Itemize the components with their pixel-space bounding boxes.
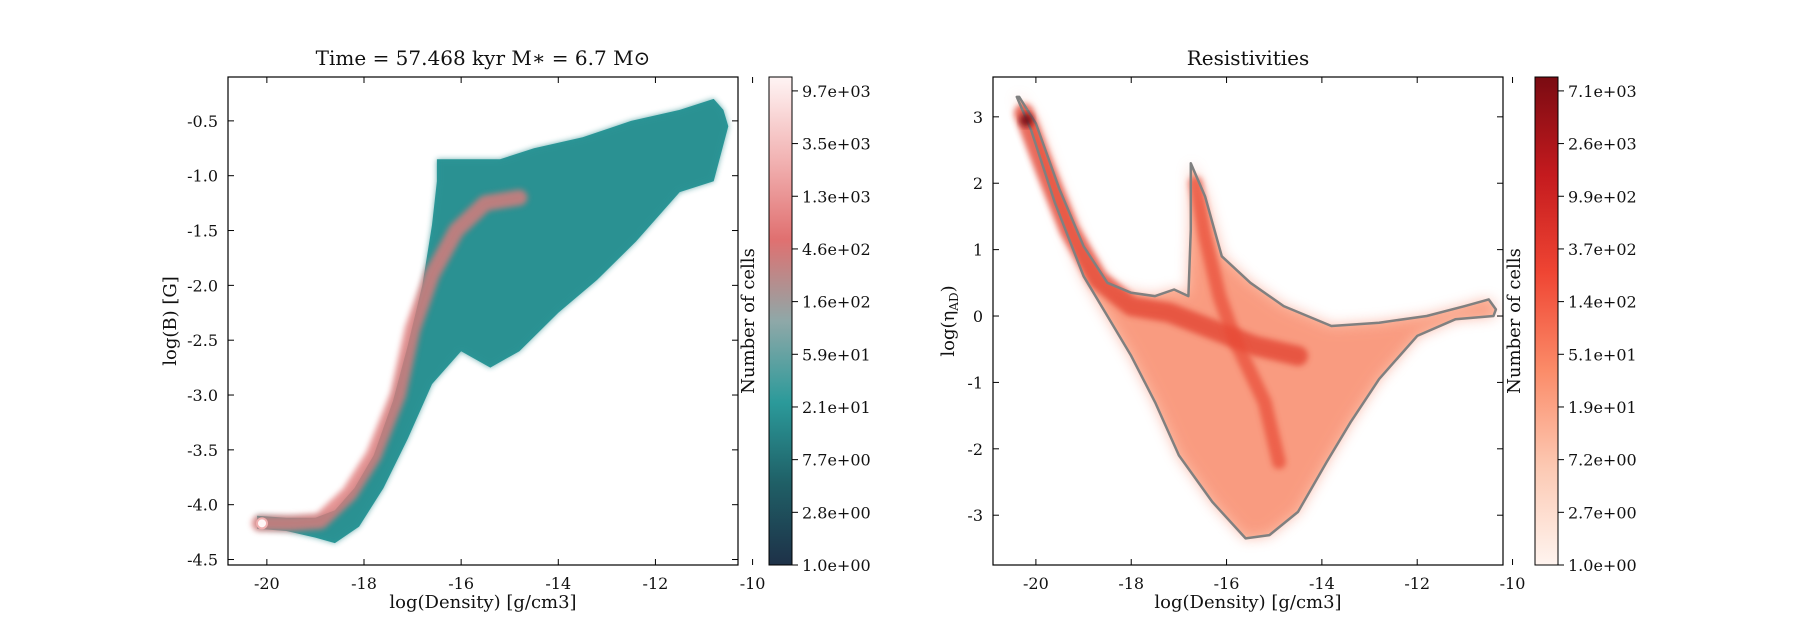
right-y-axis-label-main: log(η: [938, 311, 959, 357]
right-y-tick-label: -2: [967, 440, 983, 459]
left-y-tick-label: -2.0: [187, 276, 218, 295]
right-chart-title: Resistivities: [1187, 46, 1309, 70]
right-colorbar-tick-label: 9.9e+02: [1568, 187, 1637, 206]
right-colorbar-tick-label: 7.1e+03: [1568, 82, 1637, 101]
right-y-tick-label: 2: [973, 174, 983, 193]
right-axes-frame: [992, 76, 1504, 566]
left-peak-point: [256, 517, 268, 530]
right-y-tick-label: 3: [973, 108, 983, 127]
left-colorbar-tick-label: 1.3e+03: [802, 187, 871, 206]
right-colorbar: [1534, 76, 1559, 566]
left-colorbar-ticks: 1.0e+00 2.8e+00 7.7e+00 2.1e+01 5.9e+01 1.6e+…: [792, 82, 871, 575]
right-x-tick-label: -14: [1309, 574, 1335, 593]
right-y-tick-label: 0: [973, 307, 983, 326]
right-colorbar-tick-label: 7.2e+00: [1568, 451, 1637, 470]
left-colorbar-tick-label: 1.6e+02: [802, 293, 871, 312]
right-x-ticks: -20 -18 -16 -14 -12 -10: [1023, 77, 1525, 593]
left-colorbar-tick-label: 2.8e+00: [802, 503, 871, 522]
left-colorbar-label: Number of cells: [738, 248, 759, 394]
right-colorbar-tick-label: 5.1e+01: [1568, 345, 1637, 364]
left-x-tick-label: -12: [643, 574, 669, 593]
left-density-core: [257, 98, 729, 544]
left-colorbar-tick-label: 7.7e+00: [802, 451, 871, 470]
left-y-tick-label: -4.5: [187, 551, 218, 570]
right-x-tick-label: -16: [1214, 574, 1240, 593]
right-colorbar-ticks: 1.0e+00 2.7e+00 7.2e+00 1.9e+01 5.1e+01 1.4e+…: [1558, 82, 1637, 575]
left-x-tick-label: -14: [545, 574, 571, 593]
right-colorbar-tick-label: 3.7e+02: [1568, 240, 1637, 259]
left-y-tick-label: -3.0: [187, 386, 218, 405]
left-high-count-ridge: [251, 189, 528, 532]
right-colorbar-tick-label: 1.0e+00: [1568, 556, 1637, 575]
right-x-tick-label: -10: [1500, 574, 1526, 593]
right-resistivity-core: [1016, 96, 1496, 539]
left-colorbar-tick-label: 4.6e+02: [802, 240, 871, 259]
right-y-ticks: -3 -2 -1 0 1 2 3: [967, 108, 1503, 525]
left-y-tick-label: -2.5: [187, 331, 218, 350]
left-plot-data: [251, 98, 729, 544]
right-colorbar-tick-label: 1.9e+01: [1568, 398, 1637, 417]
left-y-tick-label: -4.0: [187, 496, 218, 515]
right-y-tick-label: -1: [967, 373, 983, 392]
right-panel: Resistivities -20 -18 -16 -14 -12 -10 -3-2-10…: [938, 46, 1637, 613]
left-colorbar-tick-label: 5.9e+01: [802, 345, 871, 364]
left-x-tick-label: -18: [351, 574, 377, 593]
left-y-axis-label: log(B) [G]: [160, 276, 181, 366]
left-x-tick-label: -10: [740, 574, 766, 593]
right-colorbar-label: Number of cells: [1504, 248, 1525, 394]
right-region-outline: [1015, 95, 1498, 540]
right-x-tick-label: -18: [1118, 574, 1144, 593]
left-y-tick-label: -1.5: [187, 222, 218, 241]
right-colorbar-tick-label: 2.7e+00: [1568, 503, 1637, 522]
right-x-tick-label: -12: [1404, 574, 1430, 593]
right-y-tick-label: -3: [967, 506, 983, 525]
right-peak-point: [1019, 113, 1034, 128]
right-colorbar-tick-label: 1.4e+02: [1568, 293, 1637, 312]
left-colorbar-tick-label: 2.1e+01: [802, 398, 871, 417]
left-y-tick-label: -0.5: [187, 112, 218, 131]
left-chart-title: Time = 57.468 kyr M∗ = 6.7 M⊙: [316, 46, 651, 70]
right-colorbar-tick-label: 2.6e+03: [1568, 135, 1637, 154]
left-panel: Time = 57.468 kyr M∗ = 6.7 M⊙ -20 -18 -16-…: [160, 46, 871, 613]
right-x-axis-label: log(Density) [g/cm3]: [1154, 592, 1341, 613]
left-y-tick-label: -1.0: [187, 167, 218, 186]
right-y-axis-label-close: ): [938, 285, 959, 292]
left-colorbar-tick-label: 1.0e+00: [802, 556, 871, 575]
left-x-tick-label: -20: [254, 574, 280, 593]
right-y-axis-label-sub: AD: [947, 292, 961, 311]
left-axes-frame: [227, 76, 739, 566]
right-y-axis-label: log(ηAD): [938, 285, 961, 356]
right-x-tick-label: -20: [1023, 574, 1049, 593]
left-colorbar-tick-label: 9.7e+03: [802, 82, 871, 101]
right-plot-data: [1014, 95, 1498, 540]
left-y-tick-label: -3.5: [187, 441, 218, 460]
right-y-tick-label: 1: [973, 241, 983, 260]
right-branch-ridge: [1188, 176, 1286, 470]
left-colorbar: [768, 76, 793, 566]
left-x-ticks: -20 -18 -16 -14 -12 -10: [254, 77, 765, 593]
left-y-ticks: -4.5 -4.0 -3.5 -3.0 -2.5 -2.0 -1.5 -1.0 -0.5: [187, 112, 738, 570]
left-x-axis-label: log(Density) [g/cm3]: [389, 592, 576, 613]
left-x-tick-label: -16: [448, 574, 474, 593]
left-colorbar-tick-label: 3.5e+03: [802, 135, 871, 154]
